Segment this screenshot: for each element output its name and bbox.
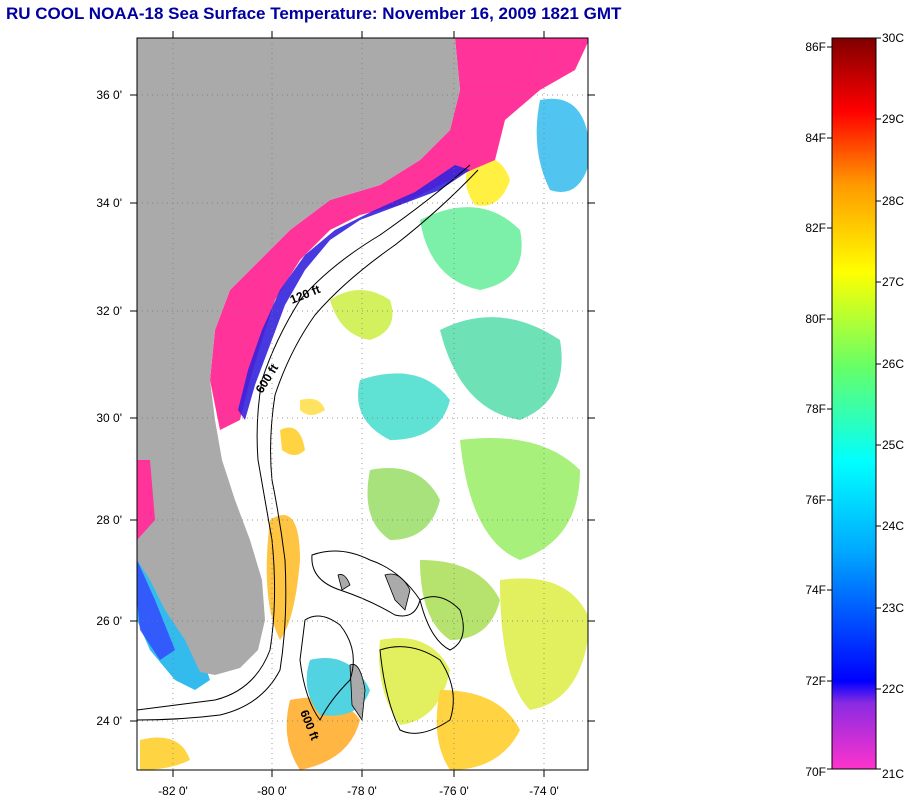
lat-label-24: 24 0' [96, 714, 122, 728]
c-label-29: 29C [882, 112, 904, 126]
lat-label-28: 28 0' [96, 513, 122, 527]
c-label-26: 26C [882, 357, 904, 371]
colorbar [831, 37, 877, 770]
f-label-86: 86F [805, 40, 826, 54]
f-label-84: 84F [805, 131, 826, 145]
lat-label-36: 36 0' [96, 88, 122, 102]
f-label-76: 76F [805, 493, 826, 507]
axis-ticks [130, 31, 595, 777]
bank-outlines [299, 550, 464, 734]
c-label-21: 21C [882, 767, 904, 781]
lon-label-78: -78 0' [347, 784, 377, 798]
c-label-30: 30C [882, 31, 904, 45]
f-label-80: 80F [805, 312, 826, 326]
c-label-28: 28C [882, 194, 904, 208]
c-label-23: 23C [882, 601, 904, 615]
c-label-22: 22C [882, 682, 904, 696]
florida-west-pink [137, 460, 155, 540]
bathymetry-contours [137, 164, 479, 721]
lon-label-80: -80 0' [257, 784, 287, 798]
f-label-74: 74F [805, 583, 826, 597]
f-label-78: 78F [805, 402, 826, 416]
lon-label-82: -82 0' [158, 784, 188, 798]
lat-label-26: 26 0' [96, 614, 122, 628]
graticule [137, 38, 588, 770]
c-label-24: 24C [882, 519, 904, 533]
c-label-25: 25C [882, 438, 904, 452]
sst-patches [140, 98, 588, 770]
lon-label-76: -76 0' [439, 784, 469, 798]
lat-label-34: 34 0' [96, 196, 122, 210]
land-mainland [137, 38, 460, 675]
shelf-cold-water [210, 38, 588, 430]
c-label-27: 27C [882, 275, 904, 289]
colorbar-ticks [827, 37, 881, 770]
f-label-82: 82F [805, 221, 826, 235]
lat-label-32: 32 0' [96, 304, 122, 318]
map-title: RU COOL NOAA-18 Sea Surface Temperature:… [6, 4, 622, 23]
map-panel [137, 38, 588, 770]
f-label-72: 72F [805, 674, 826, 688]
f-label-70: 70F [805, 765, 826, 779]
lat-label-30: 30 0' [96, 411, 122, 425]
lon-label-74: -74 0' [529, 784, 559, 798]
